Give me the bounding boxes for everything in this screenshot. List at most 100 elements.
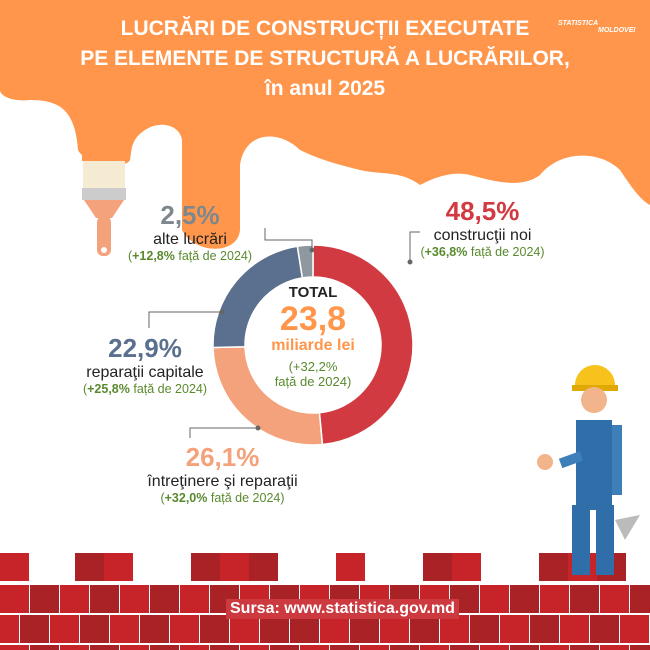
- change-suffix: față de 2024): [467, 245, 545, 259]
- brick: [480, 585, 509, 613]
- category-label: reparaţii capitale: [86, 364, 204, 381]
- total-label: TOTAL: [288, 284, 338, 301]
- label-capital-repairs: 22,9% reparaţii capitale (+25,8% față de…: [65, 333, 225, 396]
- brick: [320, 615, 349, 643]
- chart-title: LUCRĂRI DE CONSTRUCȚII EXECUTATE PE ELEM…: [0, 14, 650, 104]
- donut-slice-3: [296, 244, 314, 279]
- total-unit: miliarde lei: [271, 337, 355, 354]
- donut-chart: [212, 244, 414, 446]
- brick: [0, 553, 29, 581]
- brick: [0, 645, 29, 650]
- brick: [0, 615, 19, 643]
- category-label: construcţii noi: [433, 227, 532, 244]
- brick: [470, 615, 499, 643]
- total-change: (+32,2%: [288, 359, 338, 374]
- brick: [440, 615, 469, 643]
- total-change-suffix: față de 2024): [274, 374, 352, 389]
- brick: [420, 645, 449, 650]
- statistica-logo: STATISTICA MOLDOVEI: [558, 20, 635, 34]
- brick: [600, 645, 629, 650]
- brick: [540, 645, 569, 650]
- brick: [120, 585, 149, 613]
- total-value: 23,8: [279, 300, 347, 338]
- brick: [330, 645, 359, 650]
- value-label: 2,5%: [160, 200, 220, 230]
- value-label: 48,5%: [445, 196, 520, 226]
- value-label: 26,1%: [185, 442, 260, 472]
- brick: [120, 645, 149, 650]
- brick: [20, 615, 49, 643]
- title-line-1: LUCRĂRI DE CONSTRUCȚII EXECUTATE: [120, 17, 530, 40]
- brick: [350, 615, 379, 643]
- brick: [390, 645, 419, 650]
- value-label: 22,9%: [108, 333, 182, 363]
- category-label: întreţinere şi reparaţii: [147, 473, 298, 490]
- brick: [90, 645, 119, 650]
- brick: [230, 615, 259, 643]
- donut-slice-0: [312, 244, 414, 446]
- brick: [510, 645, 539, 650]
- change-suffix: față de 2024): [174, 249, 253, 263]
- source-text: Sursa: www.statistica.gov.md: [226, 599, 459, 619]
- title-line-3: în anul 2025: [264, 77, 386, 100]
- brick: [539, 553, 568, 581]
- label-other: 2,5% alte lucrări (+12,8% față de 2024): [100, 200, 280, 263]
- brick: [150, 585, 179, 613]
- brick: [150, 645, 179, 650]
- brick: [110, 615, 139, 643]
- brick: [620, 615, 649, 643]
- brick: [249, 553, 278, 581]
- brick: [30, 645, 59, 650]
- brick: [423, 553, 452, 581]
- paint-drip: [0, 0, 650, 249]
- brick: [570, 585, 599, 613]
- brick: [380, 615, 409, 643]
- brick: [220, 553, 249, 581]
- brick: [630, 585, 650, 613]
- brick: [510, 585, 539, 613]
- brick: [300, 645, 329, 650]
- brick: [336, 553, 365, 581]
- brick: [75, 553, 104, 581]
- brick: [200, 615, 229, 643]
- brick: [80, 615, 109, 643]
- brick: [450, 645, 479, 650]
- brick: [140, 615, 169, 643]
- logo-line1: STATISTICA: [558, 20, 599, 27]
- logo-line2: MOLDOVEI: [598, 27, 636, 34]
- category-label: alte lucrări: [153, 231, 227, 248]
- brick: [104, 553, 133, 581]
- brick: [260, 615, 289, 643]
- leader-lines: [148, 228, 420, 438]
- brick: [180, 585, 209, 613]
- brick: [290, 615, 319, 643]
- brick: [360, 645, 389, 650]
- change-value: +36,8%: [424, 245, 468, 259]
- donut-center: TOTAL 23,8 miliarde lei (+32,2% față de …: [253, 284, 373, 389]
- brick: [540, 585, 569, 613]
- change-value: +25,8%: [87, 382, 130, 396]
- brick: [240, 645, 269, 650]
- label-construction-new: 48,5% construcţii noi (+36,8% față de 20…: [405, 196, 560, 259]
- brick: [210, 645, 239, 650]
- brick: [480, 645, 509, 650]
- brick: [570, 645, 599, 650]
- brick: [560, 615, 589, 643]
- brick: [452, 553, 481, 581]
- brick: [90, 585, 119, 613]
- brick: [410, 615, 439, 643]
- brick: [270, 645, 299, 650]
- change-value: +12,8%: [132, 249, 175, 263]
- brick: [630, 645, 650, 650]
- brick: [530, 615, 559, 643]
- brick: [30, 585, 59, 613]
- brick: [590, 615, 619, 643]
- paintbrush-icon: [82, 155, 126, 256]
- brick: [60, 645, 89, 650]
- change-suffix: față de 2024): [207, 491, 285, 505]
- brick: [500, 615, 529, 643]
- brick: [191, 553, 220, 581]
- brick: [600, 585, 629, 613]
